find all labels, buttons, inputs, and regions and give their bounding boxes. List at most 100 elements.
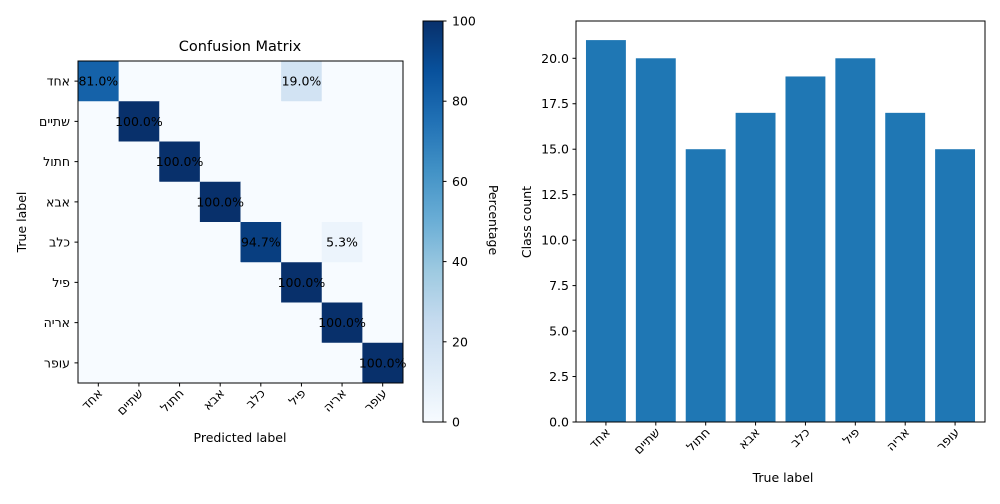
- y-tick-label: פיל: [52, 275, 70, 290]
- heatmap-cell: [281, 262, 323, 303]
- heatmap-cell: [281, 302, 323, 344]
- heatmap-cell: [159, 222, 201, 263]
- colorbar-tick-label: 100: [452, 14, 476, 29]
- heatmap-cell: [199, 302, 241, 344]
- heatmap-cell: [240, 342, 282, 384]
- bar: [685, 149, 726, 423]
- heatmap-cell: [199, 262, 241, 303]
- bar: [835, 58, 876, 422]
- heatmap-cell: [321, 302, 363, 344]
- bar-y-tick-label: 5.0: [549, 324, 569, 339]
- heatmap-cell: [240, 262, 282, 303]
- confusion-matrix-title: Confusion Matrix: [179, 39, 302, 55]
- heatmap-cell: [159, 61, 201, 102]
- heatmap-cell: [362, 222, 404, 263]
- colorbar-tick-label: 0: [452, 415, 460, 430]
- heatmap-cell: [159, 342, 201, 384]
- heatmap-cell-label: 5.3%: [326, 235, 358, 250]
- confusion-matrix-x-axis-label: Predicted label: [194, 430, 287, 445]
- heatmap-cell: [362, 101, 404, 142]
- heatmap-cell: [159, 302, 201, 344]
- heatmap-cell: [78, 342, 120, 384]
- heatmap-cell: [321, 222, 363, 263]
- heatmap-cell: [362, 342, 404, 384]
- heatmap-cell: [78, 101, 120, 142]
- bar: [735, 112, 776, 423]
- bar-y-tick-label: 20.0: [541, 51, 569, 66]
- heatmap-cell: [199, 222, 241, 263]
- heatmap-cell: [321, 141, 363, 183]
- heatmap-cell: [159, 262, 201, 303]
- colorbar-tick-label: 40: [452, 254, 468, 269]
- heatmap-cell: [362, 262, 404, 303]
- confusion-matrix-frame: [77, 60, 404, 384]
- heatmap-cell: [240, 141, 282, 183]
- heatmap-cell: [362, 181, 404, 223]
- heatmap-cell: [321, 101, 363, 142]
- bar-y-tick-label: 12.5: [541, 187, 569, 202]
- heatmap-cell: [199, 61, 241, 102]
- bar-y-tick-label: 2.5: [549, 369, 569, 384]
- heatmap-cell: [240, 222, 282, 263]
- y-tick-label: אבא: [46, 194, 70, 209]
- heatmap-cell: [281, 222, 323, 263]
- y-tick-label: שתיים: [39, 114, 70, 129]
- heatmap-cell-label: 100.0%: [196, 194, 244, 209]
- heatmap-cell: [118, 181, 160, 223]
- y-tick-label: אריה: [44, 315, 70, 330]
- bar: [585, 40, 626, 422]
- bar-chart-y-axis-label: Class count: [519, 186, 534, 258]
- heatmap-cell-label: 94.7%: [241, 235, 281, 250]
- colorbar: 0 20 40 60 80 100 Percentage: [422, 14, 501, 430]
- colorbar-label: Percentage: [486, 185, 501, 256]
- heatmap-cell: [118, 61, 160, 102]
- bar-y-tick-label: 10.0: [541, 233, 569, 248]
- heatmap-cell: [240, 302, 282, 344]
- bar-chart-frame: [575, 20, 986, 423]
- heatmap-cell: [199, 101, 241, 142]
- heatmap-cell: [78, 61, 120, 102]
- heatmap-cell-label: 81.0%: [78, 74, 118, 89]
- heatmap-cell-label: 100.0%: [115, 114, 163, 129]
- heatmap-cell-label: 100.0%: [156, 154, 204, 169]
- heatmap-cell: [362, 302, 404, 344]
- heatmap-cell-label: 100.0%: [359, 355, 407, 370]
- heatmap-cell: [78, 302, 120, 344]
- heatmap-cell: [118, 101, 160, 142]
- bar-y-tick-label: 0.0: [549, 415, 569, 430]
- y-tick-label: כלב: [49, 235, 70, 250]
- heatmap-cell: [321, 262, 363, 303]
- heatmap-cell: [199, 342, 241, 384]
- heatmap-cell: [78, 222, 120, 263]
- heatmap-cell: [199, 181, 241, 223]
- heatmap-cell: [159, 101, 201, 142]
- heatmap-cell: [78, 181, 120, 223]
- colorbar-tick-label: 20: [452, 334, 468, 349]
- bar: [935, 149, 976, 423]
- heatmap-cell: [240, 181, 282, 223]
- heatmap-cell: [321, 61, 363, 102]
- bar: [885, 112, 926, 423]
- heatmap-cell-label: 100.0%: [278, 275, 326, 290]
- heatmap-cell: [199, 141, 241, 183]
- heatmap-cell: [321, 342, 363, 384]
- heatmap-cell: [118, 302, 160, 344]
- heatmap-cell: [281, 61, 323, 102]
- class-count-bar-chart: 0.02.55.07.510.012.515.017.520.0 אחד שתיי…: [519, 20, 986, 485]
- confusion-matrix-y-axis-label: True label: [14, 192, 29, 254]
- heatmap-cell: [159, 141, 201, 183]
- colorbar-tick-label: 80: [452, 94, 468, 109]
- heatmap-cell: [240, 101, 282, 142]
- heatmap-cell: [281, 181, 323, 223]
- heatmap-cell: [281, 141, 323, 183]
- heatmap-cell: [159, 181, 201, 223]
- bar-y-tick-label: 15.0: [541, 142, 569, 157]
- heatmap-cell: [321, 181, 363, 223]
- heatmap-cell: [118, 262, 160, 303]
- colorbar-tick-label: 60: [452, 174, 468, 189]
- heatmap-cell-label: 19.0%: [282, 74, 322, 89]
- bar: [785, 76, 826, 423]
- bar: [635, 58, 676, 422]
